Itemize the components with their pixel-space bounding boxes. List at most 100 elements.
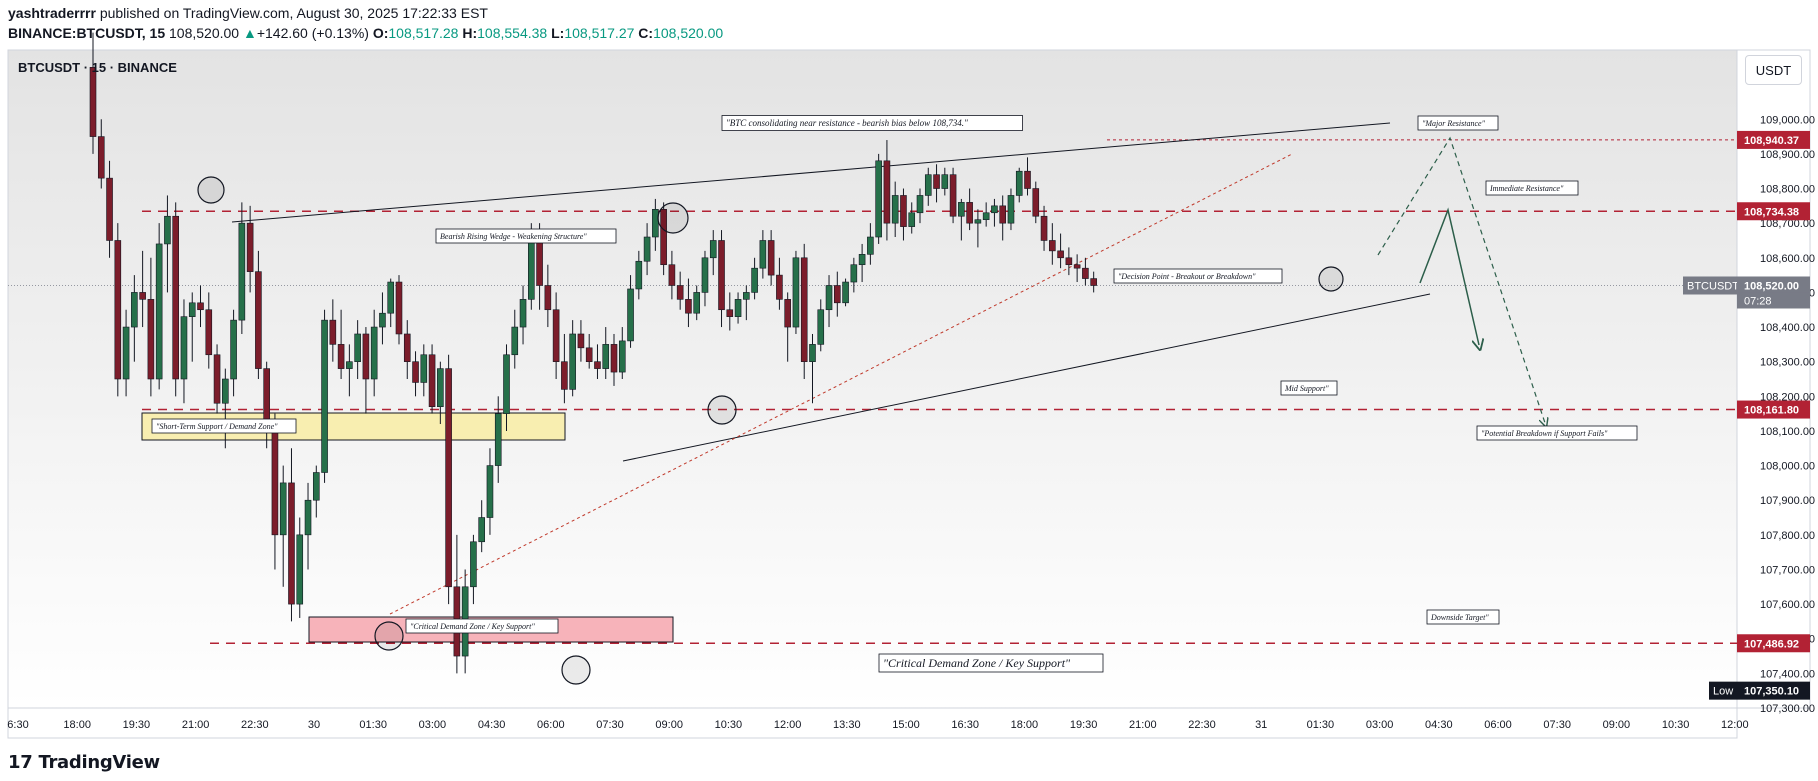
bear-candle (329, 319, 337, 345)
y-tick-label: 108,100.00 (1760, 426, 1815, 438)
x-tick-label: 12:00 (774, 719, 802, 731)
annotations: "BTC consolidating near resistance - bea… (151, 115, 1638, 673)
chart-title: BTCUSDT · 15 · BINANCE (18, 60, 177, 75)
wedge-upper-line (231, 122, 1391, 223)
annotation-text: "Major Resistance" (1422, 119, 1486, 128)
bull-candle (842, 281, 849, 304)
open-value: 108,517.28 (388, 25, 459, 41)
price-tag (1737, 130, 1810, 149)
annotation-box (435, 228, 617, 244)
annotation-box (878, 653, 1104, 673)
bull-candle (494, 413, 502, 466)
bull-candle (354, 333, 361, 362)
annotation-box (405, 618, 559, 634)
bull-candle (825, 285, 833, 311)
bull-candle (1007, 195, 1015, 224)
x-tick-label: 18:00 (63, 719, 91, 731)
bull-candle (437, 368, 444, 408)
bull-candle (709, 240, 717, 259)
x-tick-label: 03:00 (419, 719, 447, 731)
x-tick-label: 19:30 (123, 719, 151, 731)
currency-button[interactable]: USDT (1745, 55, 1802, 85)
x-tick-label: 16:30 (951, 719, 979, 731)
up-arrow-icon: ▲ (242, 25, 257, 41)
price-tag-text: 108,520.00 (1744, 280, 1799, 292)
tradingview-logo-text: TradingView (38, 752, 160, 773)
tradingview-logo-icon: 17 (8, 752, 33, 773)
annotation-text: "Short-Term Support / Demand Zone" (156, 422, 278, 431)
bear-candle (97, 136, 105, 179)
bear-candle (949, 174, 957, 217)
annotation-box (1280, 380, 1338, 396)
bull-candle (528, 233, 535, 300)
annotation-text: Bearish Rising Wedge - Weakening Structu… (440, 232, 587, 241)
annotation-text: "Critical Demand Zone / Key Support" (883, 656, 1071, 670)
x-tick-label: 01:30 (359, 719, 387, 731)
countdown-text: 07:28 (1744, 295, 1772, 307)
y-tick-label: 108,700.00 (1760, 218, 1815, 230)
x-tick-label: 06:00 (1484, 719, 1512, 731)
low-tag (1709, 681, 1737, 700)
bull-candle (379, 312, 386, 328)
swing-circle (1318, 266, 1344, 292)
annotation-text: "Potential Breakdown if Support Fails" (1481, 429, 1608, 438)
tradingview-logo[interactable]: 17 TradingView (8, 752, 160, 773)
price-tag (1737, 400, 1810, 419)
publish-text: published on TradingView.com, August 30,… (99, 5, 488, 21)
publisher-name[interactable]: yashtraderrrr (8, 5, 96, 21)
bull-candle (908, 212, 916, 227)
bear-candle (1049, 240, 1056, 252)
y-tick-label: 108,800.00 (1760, 184, 1815, 196)
bear-candle (172, 215, 179, 380)
price-axis[interactable] (1736, 49, 1811, 709)
swing-circle (561, 655, 591, 685)
bear-candle (271, 430, 279, 536)
annotation-text: Mid Support" (1284, 384, 1329, 393)
high-label: H: (462, 25, 478, 41)
x-tick-label: 31 (1255, 719, 1267, 731)
bear-candle (800, 257, 808, 362)
annotation-box (1113, 268, 1283, 284)
price-tag-text: 107,350.10 (1744, 686, 1799, 698)
x-tick-label: 6:30 (7, 719, 28, 731)
price-tags: 108,940.37 108,734.38 BTCUSDT 108,520.00 07:… (1683, 130, 1810, 700)
x-tick-label: 22:30 (1188, 719, 1216, 731)
bull-candle (238, 222, 246, 321)
bear-candle (114, 240, 122, 380)
annotation-box (1485, 180, 1579, 196)
bull-candle (519, 299, 527, 328)
y-tick-label: 108,600.00 (1760, 253, 1815, 265)
bear-candle (1024, 170, 1031, 189)
bear-candle (288, 482, 295, 605)
x-tick-label: 01:30 (1307, 719, 1335, 731)
bull-candle (346, 361, 353, 369)
price-tag-text: 108,734.38 (1744, 206, 1799, 218)
x-tick-label: 30 (308, 719, 320, 731)
bull-candle (155, 243, 163, 380)
bear-candle (966, 202, 973, 224)
time-axis[interactable] (7, 707, 1738, 739)
bear-candle (668, 264, 676, 286)
swing-circles (197, 176, 1344, 685)
bear-candle (395, 281, 403, 335)
projection-paths (1377, 136, 1545, 423)
bear-candle (552, 309, 560, 362)
bull-candle (734, 299, 742, 317)
x-tick-label: 10:30 (715, 719, 743, 731)
bear-candle (561, 361, 568, 390)
projection-solid-path (1419, 207, 1479, 345)
annotation-box (1426, 609, 1500, 625)
x-tick-label: 21:00 (1129, 719, 1157, 731)
bull-candle (974, 219, 982, 224)
bear-candle (1090, 278, 1097, 286)
bear-candle (594, 361, 601, 369)
bull-candle (478, 517, 485, 543)
bear-candle (544, 285, 552, 311)
symbol[interactable]: BINANCE:BTCUSDT, 15 (8, 25, 166, 41)
bull-candle (387, 281, 395, 314)
x-tick-label: 07:30 (1543, 719, 1571, 731)
bear-candle (784, 299, 791, 328)
bull-candle (188, 302, 196, 317)
x-tick-label: 13:30 (833, 719, 861, 731)
